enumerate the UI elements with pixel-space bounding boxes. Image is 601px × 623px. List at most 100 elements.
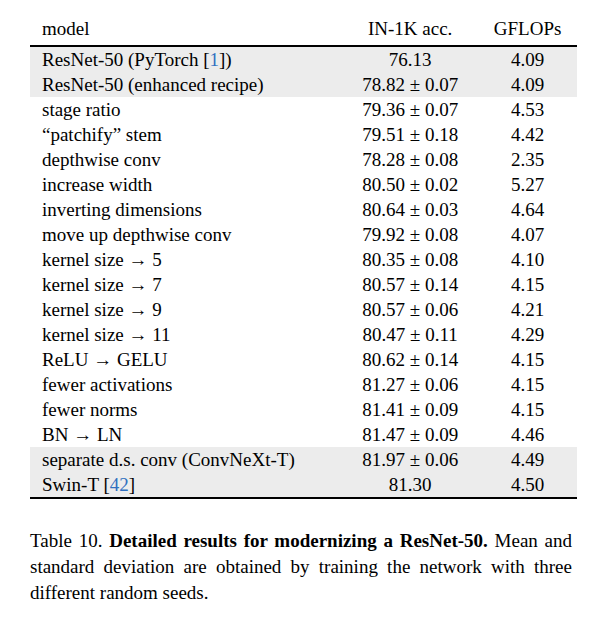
model-label: increase width bbox=[42, 174, 152, 195]
header-row: model IN-1K acc. GFLOPs bbox=[30, 12, 577, 46]
citation-link[interactable]: 1 bbox=[210, 49, 220, 70]
model-cell: fewer activations bbox=[30, 372, 342, 397]
model-label: fewer activations bbox=[42, 374, 172, 395]
model-label: inverting dimensions bbox=[42, 199, 202, 220]
in1k-acc-cell: 79.51 ± 0.18 bbox=[342, 122, 478, 147]
model-label: kernel size → 7 bbox=[42, 274, 162, 295]
model-label: ResNet-50 (PyTorch [ bbox=[42, 49, 210, 70]
gflops-cell: 4.53 bbox=[478, 97, 577, 122]
model-cell: Swin-T [42] bbox=[30, 472, 342, 498]
table-row: separate d.s. conv (ConvNeXt-T) 81.97 ± 0… bbox=[30, 447, 577, 472]
gflops-cell: 4.42 bbox=[478, 122, 577, 147]
table-row: kernel size → 980.57 ± 0.064.21 bbox=[30, 297, 577, 322]
in1k-acc-cell: 80.35 ± 0.08 bbox=[342, 247, 478, 272]
gflops-cell: 4.50 bbox=[478, 472, 577, 498]
gflops-cell: 4.21 bbox=[478, 297, 577, 322]
in1k-acc-cell: 79.36 ± 0.07 bbox=[342, 97, 478, 122]
table-header: model IN-1K acc. GFLOPs bbox=[30, 12, 577, 46]
table-row: stage ratio 79.36 ± 0.074.53 bbox=[30, 97, 577, 122]
table-caption: Table 10. Detailed results for modernizi… bbox=[30, 528, 572, 606]
gflops-cell: 4.07 bbox=[478, 222, 577, 247]
table-row: inverting dimensions 80.64 ± 0.034.64 bbox=[30, 197, 577, 222]
table-row: fewer activations 81.27 ± 0.064.15 bbox=[30, 372, 577, 397]
gflops-cell: 5.27 bbox=[478, 172, 577, 197]
column-header-gflops: GFLOPs bbox=[478, 12, 577, 46]
model-label: depthwise conv bbox=[42, 149, 161, 170]
model-cell: kernel size → 7 bbox=[30, 272, 342, 297]
in1k-acc-cell: 80.62 ± 0.14 bbox=[342, 347, 478, 372]
column-header-in1k-acc: IN-1K acc. bbox=[342, 12, 478, 46]
model-label: separate d.s. conv (ConvNeXt-T) bbox=[42, 449, 295, 470]
in1k-acc-cell: 78.82 ± 0.07 bbox=[342, 72, 478, 97]
table-row: Swin-T [42]81.304.50 bbox=[30, 472, 577, 498]
gflops-cell: 4.09 bbox=[478, 46, 577, 72]
in1k-acc-cell: 81.30 bbox=[342, 472, 478, 498]
model-cell: ResNet-50 (enhanced recipe) bbox=[30, 72, 342, 97]
results-table: model IN-1K acc. GFLOPs ResNet-50 (PyTor… bbox=[30, 12, 577, 499]
in1k-acc-cell: 80.47 ± 0.11 bbox=[342, 322, 478, 347]
table-body: ResNet-50 (PyTorch [1])76.134.09ResNet-5… bbox=[30, 46, 577, 498]
paper-page: model IN-1K acc. GFLOPs ResNet-50 (PyTor… bbox=[0, 0, 601, 623]
model-cell: move up depthwise conv bbox=[30, 222, 342, 247]
model-cell: stage ratio bbox=[30, 97, 342, 122]
model-label: kernel size → 11 bbox=[42, 324, 171, 345]
in1k-acc-cell: 80.57 ± 0.06 bbox=[342, 297, 478, 322]
table-row: depthwise conv 78.28 ± 0.082.35 bbox=[30, 147, 577, 172]
citation-link[interactable]: 42 bbox=[110, 474, 129, 495]
gflops-cell: 4.15 bbox=[478, 272, 577, 297]
model-cell: “patchify” stem bbox=[30, 122, 342, 147]
model-cell: BN → LN bbox=[30, 422, 342, 447]
model-label: ReLU → GELU bbox=[42, 349, 168, 370]
in1k-acc-cell: 81.41 ± 0.09 bbox=[342, 397, 478, 422]
model-label: move up depthwise conv bbox=[42, 224, 231, 245]
model-cell: depthwise conv bbox=[30, 147, 342, 172]
table-row: fewer norms 81.41 ± 0.094.15 bbox=[30, 397, 577, 422]
model-label: BN → LN bbox=[42, 424, 122, 445]
in1k-acc-cell: 81.97 ± 0.06 bbox=[342, 447, 478, 472]
table-row: BN → LN81.47 ± 0.094.46 bbox=[30, 422, 577, 447]
table-row: ReLU → GELU 80.62 ± 0.144.15 bbox=[30, 347, 577, 372]
table-row: kernel size → 5 80.35 ± 0.084.10 bbox=[30, 247, 577, 272]
table-row: “patchify” stem 79.51 ± 0.184.42 bbox=[30, 122, 577, 147]
gflops-cell: 4.49 bbox=[478, 447, 577, 472]
model-label-suffix: ] bbox=[129, 474, 135, 495]
table-row: kernel size → 11 80.47 ± 0.114.29 bbox=[30, 322, 577, 347]
model-cell: inverting dimensions bbox=[30, 197, 342, 222]
model-cell: increase width bbox=[30, 172, 342, 197]
gflops-cell: 4.15 bbox=[478, 347, 577, 372]
gflops-cell: 2.35 bbox=[478, 147, 577, 172]
model-label-suffix: ]) bbox=[219, 49, 232, 70]
model-label: fewer norms bbox=[42, 399, 138, 420]
in1k-acc-cell: 80.50 ± 0.02 bbox=[342, 172, 478, 197]
column-header-model: model bbox=[30, 12, 342, 46]
caption-label: Table 10. bbox=[30, 530, 109, 551]
gflops-cell: 4.46 bbox=[478, 422, 577, 447]
in1k-acc-cell: 78.28 ± 0.08 bbox=[342, 147, 478, 172]
model-label: stage ratio bbox=[42, 99, 121, 120]
model-label: Swin-T [ bbox=[42, 474, 110, 495]
table-row: move up depthwise conv 79.92 ± 0.084.07 bbox=[30, 222, 577, 247]
model-cell: kernel size → 5 bbox=[30, 247, 342, 272]
in1k-acc-cell: 80.57 ± 0.14 bbox=[342, 272, 478, 297]
in1k-acc-cell: 76.13 bbox=[342, 46, 478, 72]
in1k-acc-cell: 81.27 ± 0.06 bbox=[342, 372, 478, 397]
gflops-cell: 4.29 bbox=[478, 322, 577, 347]
gflops-cell: 4.15 bbox=[478, 372, 577, 397]
in1k-acc-cell: 80.64 ± 0.03 bbox=[342, 197, 478, 222]
table-row: increase width 80.50 ± 0.025.27 bbox=[30, 172, 577, 197]
gflops-cell: 4.09 bbox=[478, 72, 577, 97]
table-row: kernel size → 7 80.57 ± 0.144.15 bbox=[30, 272, 577, 297]
gflops-cell: 4.64 bbox=[478, 197, 577, 222]
table-row: ResNet-50 (PyTorch [1])76.134.09 bbox=[30, 46, 577, 72]
in1k-acc-cell: 79.92 ± 0.08 bbox=[342, 222, 478, 247]
gflops-cell: 4.10 bbox=[478, 247, 577, 272]
caption-title: Detailed results for modernizing a ResNe… bbox=[109, 530, 488, 551]
model-cell: separate d.s. conv (ConvNeXt-T) bbox=[30, 447, 342, 472]
model-cell: fewer norms bbox=[30, 397, 342, 422]
gflops-cell: 4.15 bbox=[478, 397, 577, 422]
model-cell: ReLU → GELU bbox=[30, 347, 342, 372]
model-label: kernel size → 5 bbox=[42, 249, 162, 270]
model-label: “patchify” stem bbox=[42, 124, 162, 145]
model-cell: ResNet-50 (PyTorch [1]) bbox=[30, 46, 342, 72]
table-row: ResNet-50 (enhanced recipe)78.82 ± 0.074… bbox=[30, 72, 577, 97]
